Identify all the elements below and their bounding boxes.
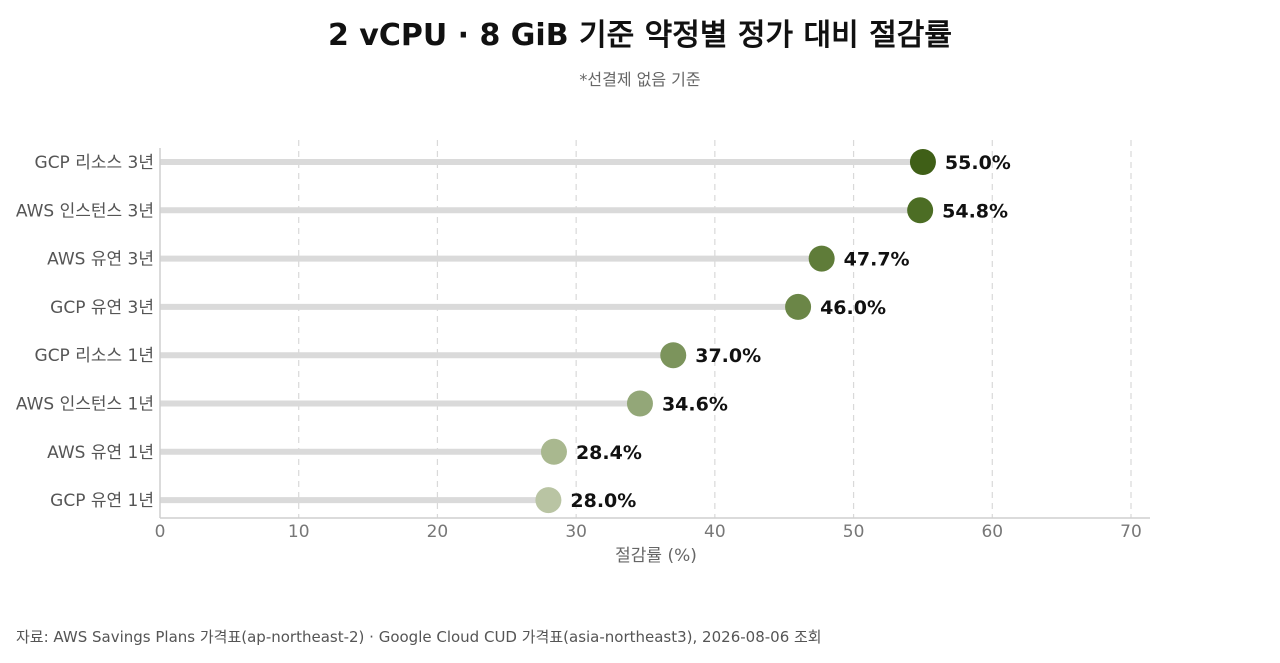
x-tick-label: 30 <box>565 522 587 542</box>
lollipop-stems <box>160 159 923 504</box>
x-tick-label: 10 <box>288 522 310 542</box>
lollipop-dot <box>785 293 812 320</box>
value-label: 28.4% <box>576 442 642 464</box>
source-note: 자료: AWS Savings Plans 가격표(ap-northeast-2… <box>16 628 822 646</box>
category-label: AWS 유연 3년 <box>47 250 154 270</box>
x-tick-label: 70 <box>1120 522 1142 542</box>
value-label: 46.0% <box>820 297 886 319</box>
x-axis-title: 절감률 (%) <box>615 546 697 566</box>
value-label: 47.7% <box>844 249 910 271</box>
chart-title: 2 vCPU · 8 GiB 기준 약정별 정가 대비 절감률 <box>327 18 953 53</box>
category-label: AWS 인스턴스 3년 <box>16 201 154 221</box>
lollipop-dot <box>909 149 936 175</box>
x-tick-label: 40 <box>704 522 726 542</box>
labels: GCP 리소스 3년 55.0% AWS 인스턴스 3년 54.8% AWS 유연 3년… <box>16 152 1011 512</box>
category-label: GCP 리소스 3년 <box>35 153 154 173</box>
value-label: 54.8% <box>942 200 1008 222</box>
x-tick-label: 0 <box>155 522 166 542</box>
lollipop-dot <box>808 245 835 272</box>
value-label: 34.6% <box>662 394 728 416</box>
value-label: 28.0% <box>570 490 636 512</box>
x-axis: 0 10 20 30 40 50 60 70 절감률 (%) <box>155 148 1150 566</box>
x-tick-label: 50 <box>843 522 865 542</box>
category-label: GCP 유연 3년 <box>50 298 154 318</box>
chart-subtitle: *선결제 없음 기준 <box>579 70 701 89</box>
lollipop-dot <box>626 390 653 417</box>
grid-lines <box>298 140 1132 518</box>
category-label: AWS 유연 1년 <box>47 443 154 463</box>
category-label: GCP 유연 1년 <box>50 491 154 511</box>
value-label: 37.0% <box>695 345 761 367</box>
x-tick-label: 20 <box>427 522 449 542</box>
category-label: GCP 리소스 1년 <box>35 346 154 366</box>
x-tick-label: 60 <box>981 522 1003 542</box>
lollipop-dot <box>535 487 562 514</box>
lollipop-dots <box>535 149 936 514</box>
lollipop-dot <box>907 197 934 224</box>
category-label: AWS 인스턴스 1년 <box>16 395 154 415</box>
lollipop-dot <box>660 342 687 369</box>
lollipop-dot <box>540 438 567 465</box>
value-label: 55.0% <box>945 152 1011 174</box>
